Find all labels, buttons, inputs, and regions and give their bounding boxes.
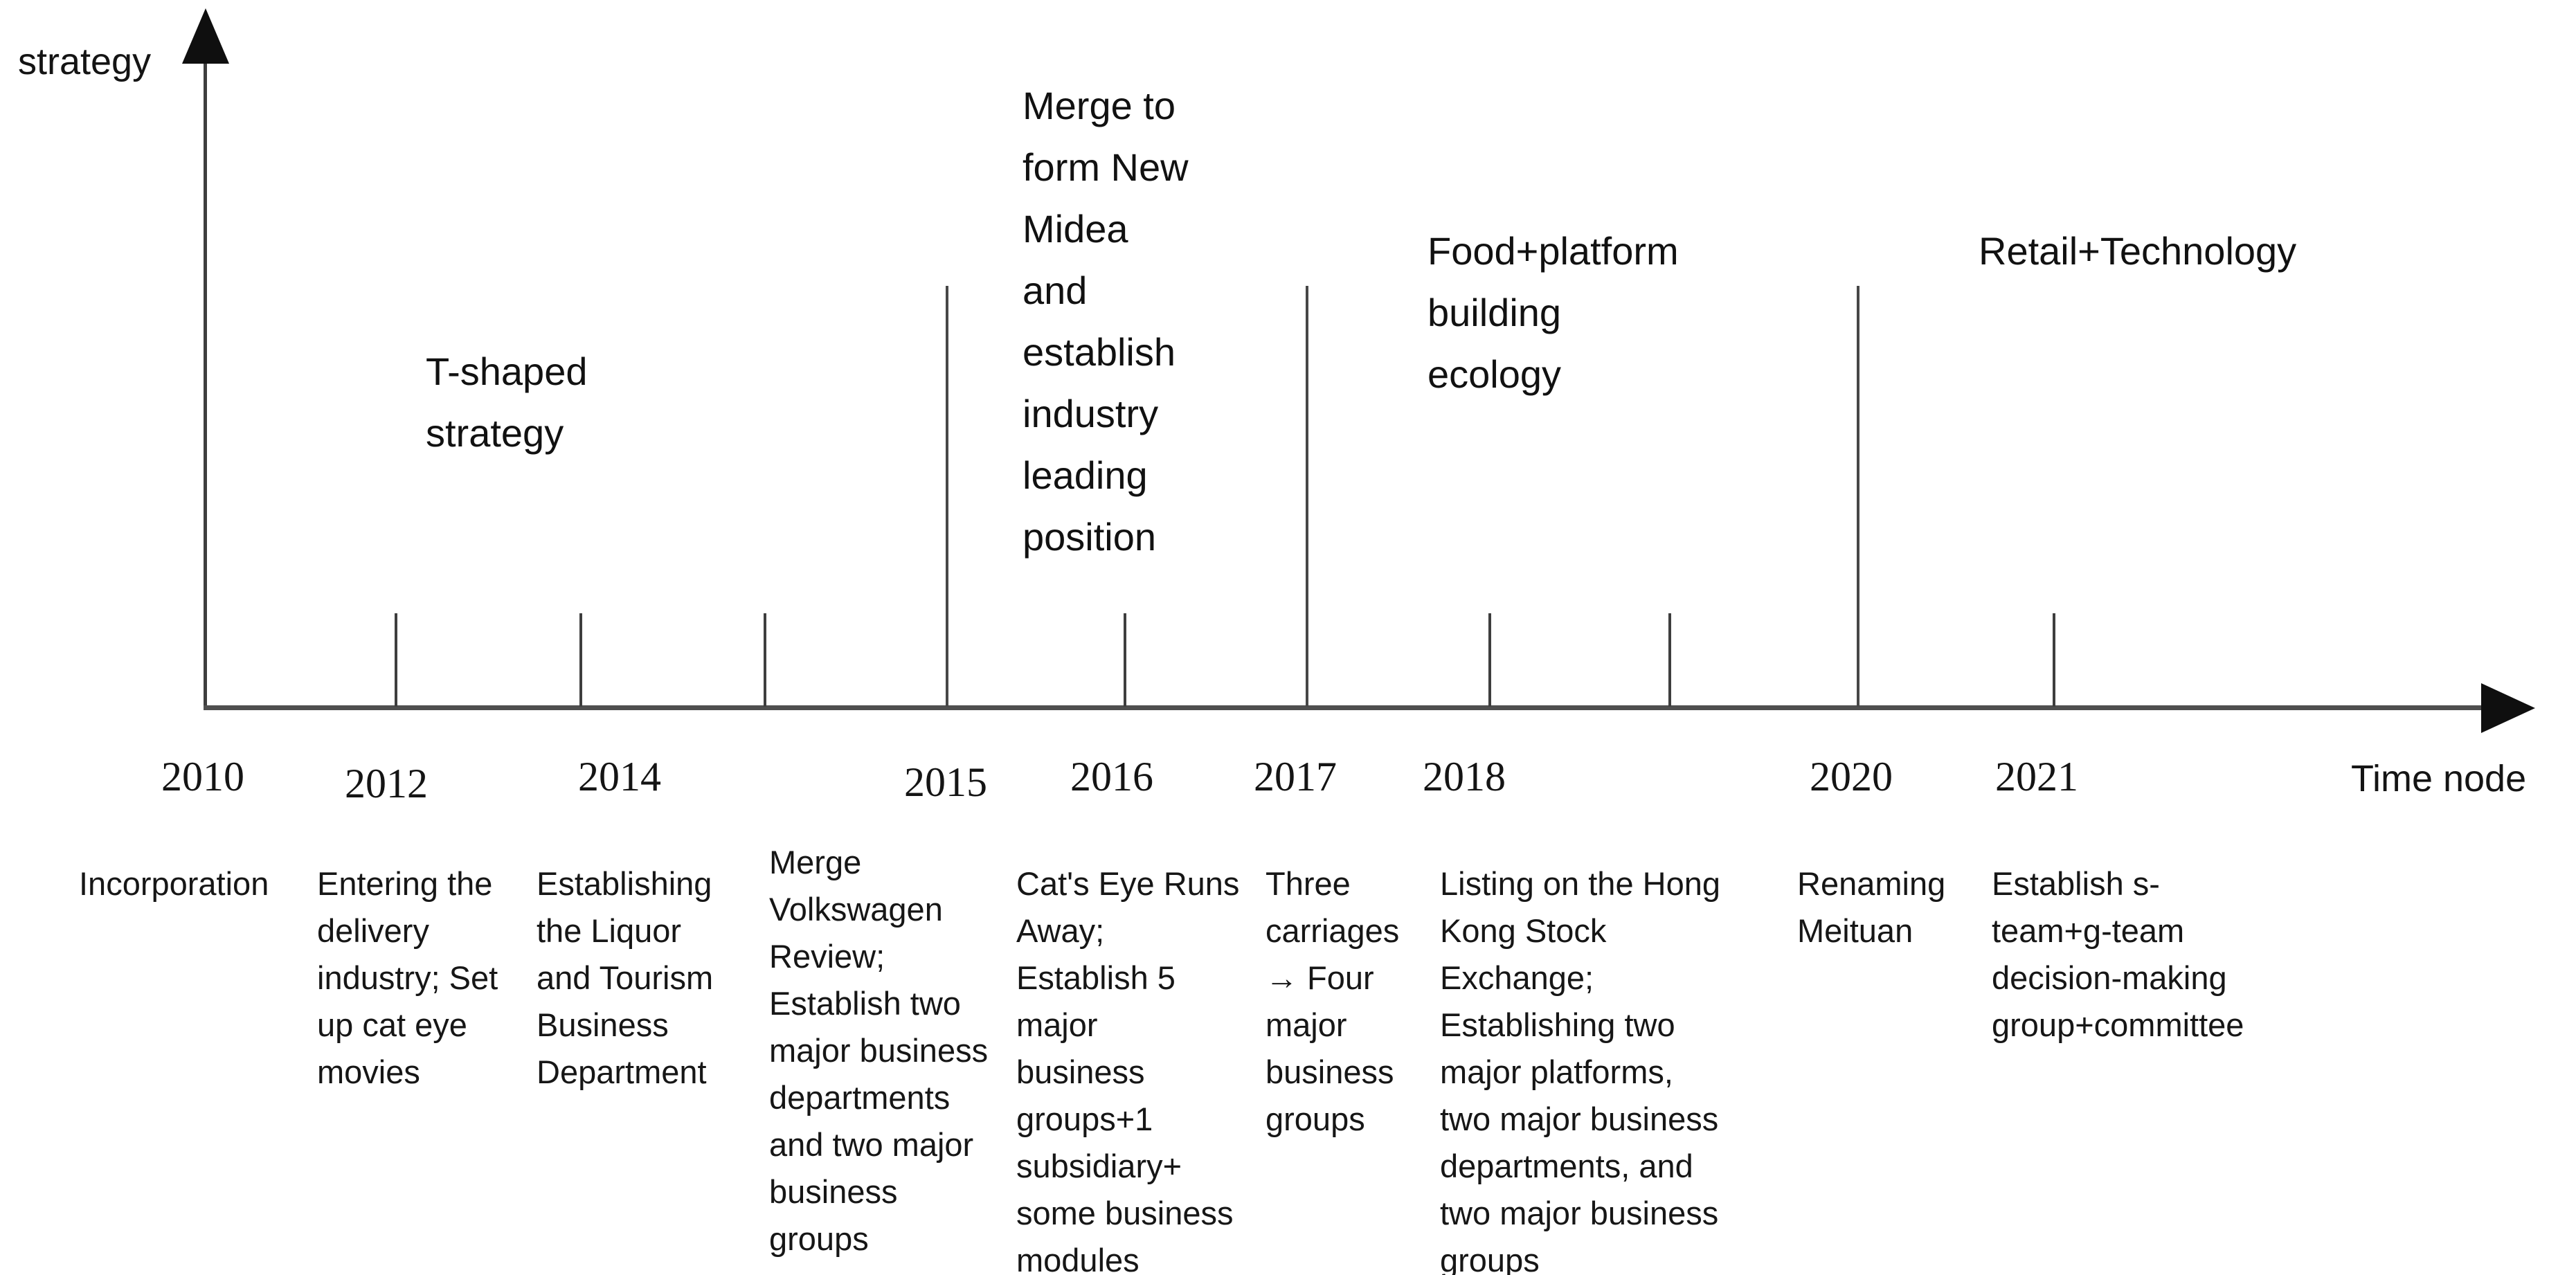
event-2018-hk-listing: Listing on the Hong Kong Stock Exchange;… xyxy=(1440,865,1721,1275)
tick-mark-2021 xyxy=(2053,613,2055,707)
year-label-2014: 2014 xyxy=(578,754,661,799)
year-label-2021: 2021 xyxy=(1995,754,2078,799)
event-2020-renaming-meituan: Renaming Meituan xyxy=(1797,865,1946,949)
y-axis-label: strategy xyxy=(18,41,152,82)
event-2017-three-carriages: Three carriages → Four major business gr… xyxy=(1266,865,1400,1137)
year-label-2012: 2012 xyxy=(345,761,428,806)
x-axis-arrow-icon xyxy=(2481,683,2535,733)
tick-mark-2012 xyxy=(395,613,397,707)
tick-mark-2016 xyxy=(1124,613,1126,707)
year-label-2020: 2020 xyxy=(1810,754,1893,799)
milestone-line-2020 xyxy=(1857,286,1859,707)
strategy-label-new-midea: Merge to form New Midea and establish in… xyxy=(1023,84,1189,559)
year-label-2010: 2010 xyxy=(161,754,244,799)
strategy-label-food-platform: Food+platform building ecology xyxy=(1427,229,1679,396)
event-2010-incorporation: Incorporation xyxy=(79,865,269,902)
tick-mark-minor-2 xyxy=(1668,613,1671,707)
y-axis-arrow-icon xyxy=(182,8,229,64)
tick-mark-minor-1 xyxy=(764,613,766,707)
x-axis-line xyxy=(204,705,2514,710)
event-2016-cats-eye: Cat's Eye Runs Away; Establish 5 major b… xyxy=(1016,865,1240,1275)
year-label-2016: 2016 xyxy=(1070,754,1153,799)
milestone-line-2017 xyxy=(1306,286,1308,707)
x-axis-label: Time node xyxy=(2351,758,2527,799)
year-label-2017: 2017 xyxy=(1254,754,1337,799)
milestone-line-2015 xyxy=(946,286,948,707)
year-label-2015: 2015 xyxy=(904,759,987,805)
year-label-2018: 2018 xyxy=(1423,754,1506,799)
strategy-label-retail-technology: Retail+Technology xyxy=(1979,229,2297,273)
event-2021-s-team: Establish s- team+g-team decision-making… xyxy=(1992,865,2244,1043)
y-axis-line xyxy=(204,40,207,709)
event-2015-volkswagen-review: Merge Volkswagen Review; Establish two m… xyxy=(769,844,989,1257)
event-2012-delivery: Entering the delivery industry; Set up c… xyxy=(317,865,498,1090)
tick-mark-2018 xyxy=(1488,613,1491,707)
strategy-label-t-shaped: T-shaped strategy xyxy=(426,350,588,455)
tick-mark-2014 xyxy=(579,613,582,707)
event-2014-liquor-tourism: Establishing the Liquor and Tourism Busi… xyxy=(537,865,714,1090)
